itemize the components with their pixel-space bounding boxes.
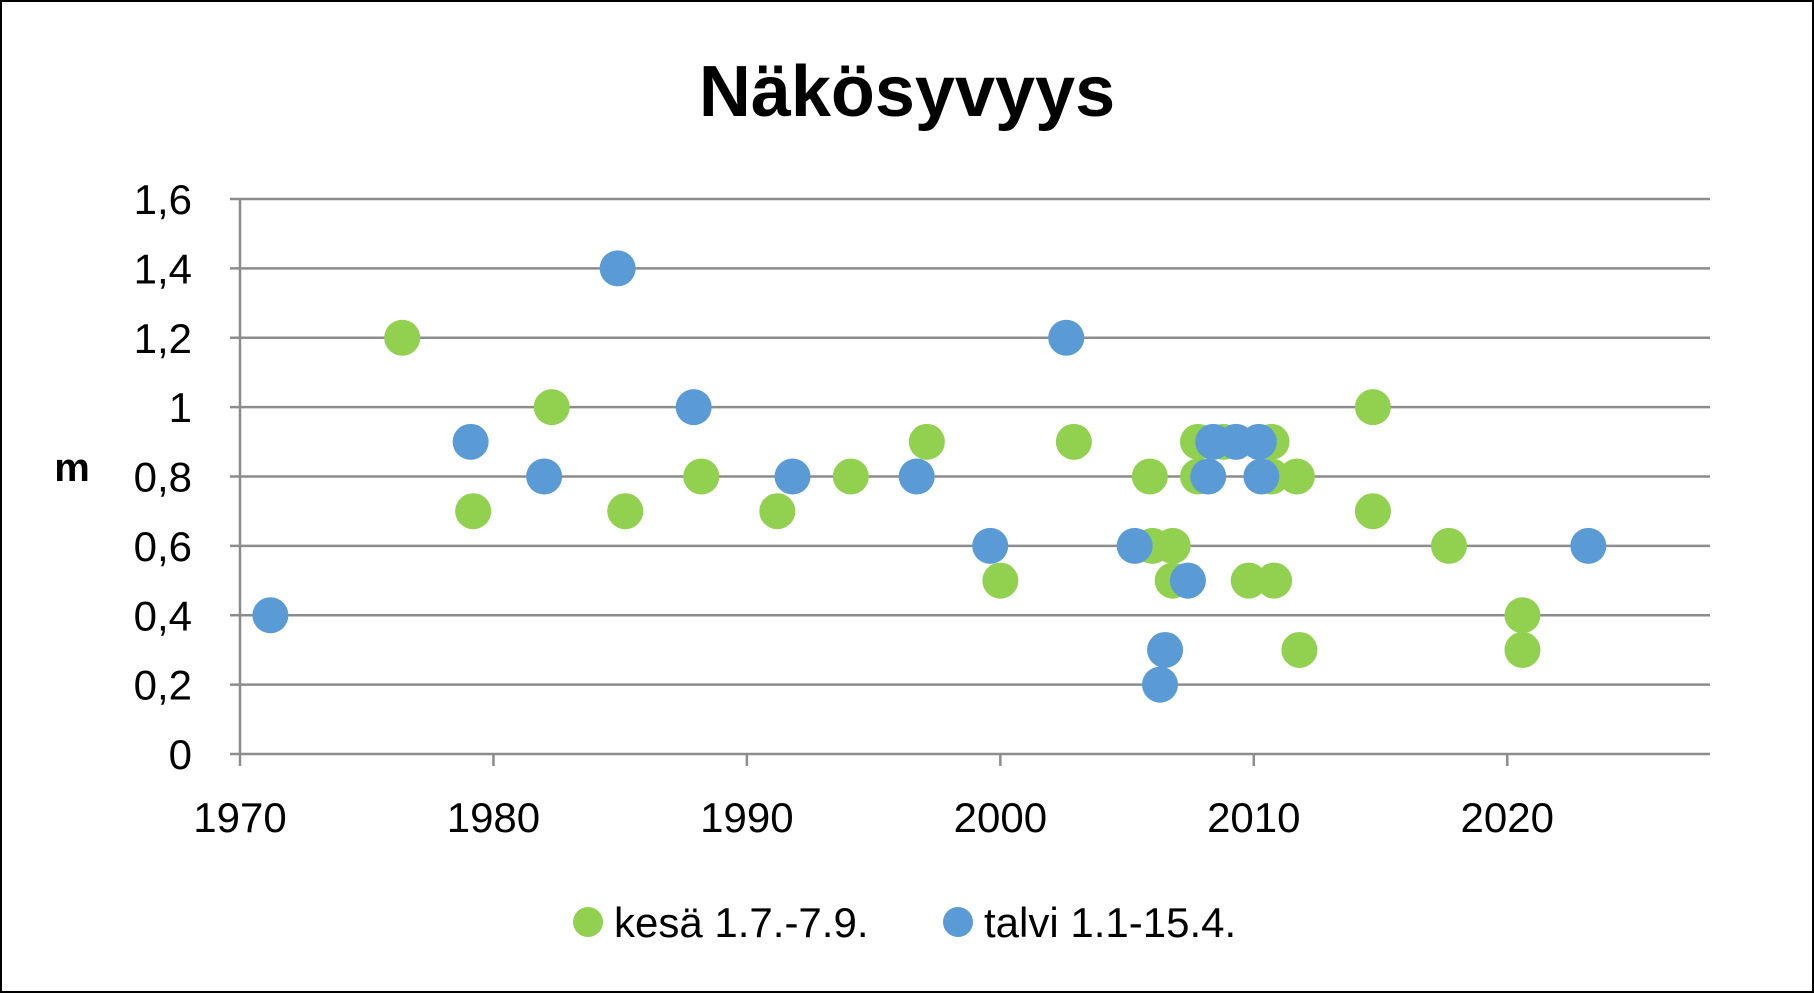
x-tick-label: 1970 — [193, 794, 286, 841]
data-point — [607, 493, 644, 530]
data-point — [252, 597, 289, 634]
data-point — [1230, 562, 1267, 599]
data-point — [832, 458, 869, 495]
y-axis-label: m — [54, 446, 90, 490]
y-tick-label: 1,2 — [134, 315, 192, 362]
data-point — [1430, 527, 1467, 564]
data-point — [1147, 631, 1184, 668]
y-tick-label: 0,6 — [134, 523, 192, 570]
x-tick-labels: 1970 1980 1990 2000 2010 2020 — [193, 794, 1554, 841]
legend-item: kesä 1.7.-7.9. — [573, 899, 868, 946]
axes — [230, 197, 1710, 766]
y-tick-label: 0,8 — [134, 454, 192, 501]
data-point — [1354, 389, 1391, 426]
data-point — [1190, 458, 1227, 495]
data-point — [452, 423, 489, 460]
x-tick-label: 1980 — [447, 794, 540, 841]
series-talvi — [252, 250, 1607, 703]
data-point — [1169, 562, 1206, 599]
data-point — [1570, 527, 1607, 564]
y-tick-label: 1,6 — [134, 176, 192, 223]
legend-label: talvi 1.1-15.4. — [984, 899, 1236, 946]
legend-label: kesä 1.7.-7.9. — [614, 899, 868, 946]
y-tick-labels: 0 0,2 0,4 0,6 0,8 1 1,2 1,4 1,6 — [134, 176, 192, 778]
data-point — [675, 389, 712, 426]
data-point — [384, 319, 421, 356]
data-point — [1278, 458, 1315, 495]
data-point — [1504, 631, 1541, 668]
legend-marker — [573, 907, 603, 937]
legend: kesä 1.7.-7.9. talvi 1.1-15.4. — [573, 899, 1236, 946]
x-tick-label: 2000 — [954, 794, 1047, 841]
data-point — [1048, 319, 1085, 356]
data-point — [759, 493, 796, 530]
y-tick-label: 0,4 — [134, 592, 192, 639]
x-tick-label: 1990 — [700, 794, 793, 841]
data-point — [1055, 423, 1092, 460]
data-point — [1256, 562, 1293, 599]
chart-title: Näkösyvyys — [699, 52, 1115, 132]
data-point — [1154, 527, 1191, 564]
data-point — [1142, 666, 1179, 703]
data-point — [908, 423, 945, 460]
legend-item: talvi 1.1-15.4. — [943, 899, 1236, 946]
data-point — [1504, 597, 1541, 634]
data-point — [774, 458, 811, 495]
data-points — [252, 250, 1607, 703]
legend-marker — [943, 907, 973, 937]
data-point — [683, 458, 720, 495]
data-point — [1131, 458, 1168, 495]
data-point — [898, 458, 935, 495]
data-point — [1281, 631, 1318, 668]
data-point — [1354, 493, 1391, 530]
data-point — [1116, 527, 1153, 564]
y-tick-label: 1,4 — [134, 245, 192, 292]
data-point — [982, 562, 1019, 599]
y-tick-label: 0,2 — [134, 662, 192, 709]
y-tick-label: 0 — [169, 731, 192, 778]
data-point — [455, 493, 492, 530]
x-tick-label: 2020 — [1461, 794, 1554, 841]
x-tick-label: 2010 — [1207, 794, 1300, 841]
data-point — [1240, 423, 1277, 460]
data-point — [533, 389, 570, 426]
data-point — [526, 458, 563, 495]
y-tick-label: 1 — [169, 384, 192, 431]
data-point — [599, 250, 636, 287]
data-point — [972, 527, 1009, 564]
data-point — [1243, 458, 1280, 495]
